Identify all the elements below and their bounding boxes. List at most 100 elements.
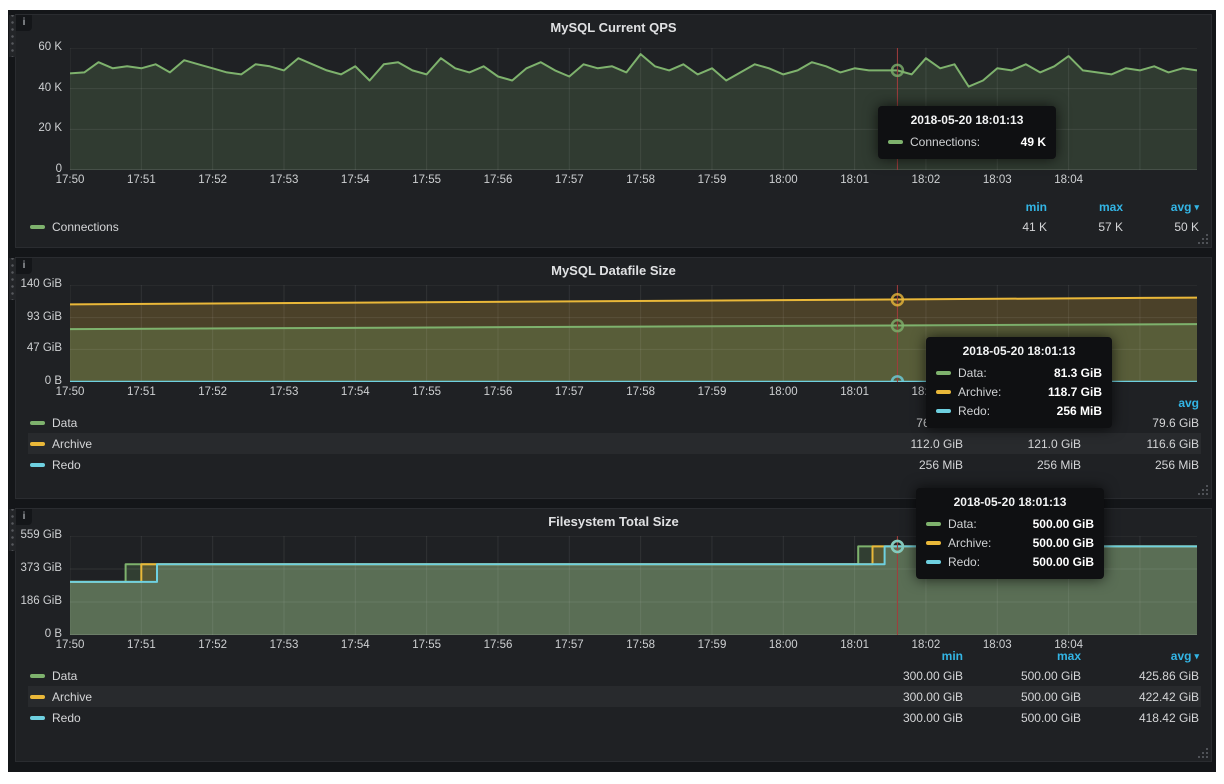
tooltip-timestamp: 2018-05-20 18:01:13 [962,344,1076,358]
legend-row: Archive 112.0 GiB 121.0 GiB 116.6 GiB [28,433,1201,454]
tooltip-series-label: Data: [948,516,977,531]
row-drag-handle[interactable] [9,509,16,551]
legend-filesystem-total-size: min max avg ▾ Data 300.00 GiB 500.00 GiB 425.86… [28,646,1201,728]
x-axis-label: 17:51 [126,174,156,186]
y-axis-label: 373 GiB [20,561,62,574]
x-axis-label: 17:51 [126,639,156,651]
row-drag-handle[interactable] [9,15,16,57]
panel-resize-handle[interactable] [1197,233,1209,245]
tooltip-series-value: 118.7 GiB [1047,384,1102,399]
legend-row: Redo 256 MiB 256 MiB 256 MiB [28,454,1201,475]
sort-caret-icon: ▾ [1194,201,1199,212]
y-axis-label: 140 GiB [20,278,62,290]
legend-series-data[interactable]: Data [30,416,845,430]
panel-info-icon[interactable]: i [16,258,32,274]
x-axis-label: 17:59 [697,386,727,398]
legend-avg-value: 256 MiB [1154,457,1199,472]
panel-info-icon[interactable]: i [16,15,32,31]
x-axis-label: 17:56 [483,386,513,398]
legend-avg-value: 422.42 GiB [1138,689,1199,704]
tooltip-timestamp: 2018-05-20 18:01:13 [910,113,1024,127]
panel-resize-handle[interactable] [1197,747,1209,759]
legend-min-value: 300.00 GiB [902,689,963,704]
graph-tooltip-filesystem: 2018-05-20 18:01:13 Data: 500.00 GiB Archi… [916,488,1104,579]
legend-avg-value: 79.6 GiB [1152,415,1199,430]
x-axis-label: 17:59 [697,639,727,651]
plot-area-filesystem-total-size[interactable] [70,536,1197,635]
legend-series-redo[interactable]: Redo [30,711,845,725]
legend-swatch-icon [30,420,45,425]
legend-row: Archive 300.00 GiB 500.00 GiB 422.42 GiB [28,686,1201,707]
x-axis-label: 18:01 [840,386,869,398]
plot-area-mysql-datafile-size[interactable] [70,285,1197,382]
chart-filesystem-total-size[interactable]: 17:50 17:51 17:52 17:53 17:54 17:55 17:56 17:57… [20,529,1197,651]
tooltip-series-value: 500.00 GiB [1032,535,1094,550]
tooltip-series-label: Redo: [948,554,981,569]
legend-series-redo[interactable]: Redo [30,458,845,472]
legend-swatch-icon [30,441,45,446]
tooltip-swatch-icon [936,370,951,375]
legend-min-value: 256 MiB [918,457,963,472]
tooltip-series-value: 500.00 GiB [1032,516,1094,531]
y-axis-label: 20 K [38,122,62,135]
x-axis-label: 18:00 [768,386,798,398]
x-axis-label: 18:00 [768,639,798,651]
x-axis-label: 17:58 [626,174,656,186]
tooltip-swatch-icon [936,408,951,413]
tooltip-series-value: 81.3 GiB [1053,365,1102,380]
legend-max-value: 256 MiB [1036,457,1081,472]
panel-title[interactable]: Filesystem Total Size [548,514,679,529]
tooltip-series-row: Archive: 118.7 GiB [936,382,1102,401]
x-axis-label: 18:04 [1054,639,1083,651]
legend-series-data[interactable]: Data [30,669,845,683]
legend-sort-max[interactable]: max [1098,199,1123,214]
x-axis-label: 17:54 [340,386,370,398]
graph-tooltip-datafile: 2018-05-20 18:01:13 Data: 81.3 GiB Archive… [926,337,1112,428]
legend-avg-value: 418.42 GiB [1138,710,1199,725]
legend-min-value: 300.00 GiB [902,710,963,725]
x-axis-label: 17:50 [55,174,85,186]
sort-caret-icon: ▾ [1194,650,1199,661]
panel-resize-handle[interactable] [1197,484,1209,496]
x-axis-label: 17:52 [198,386,228,398]
legend-series-archive[interactable]: Archive [30,690,845,704]
legend-sort-avg[interactable]: avg [1178,395,1199,410]
legend-sort-max[interactable]: max [1056,648,1081,663]
x-axis-label: 17:58 [626,386,656,398]
legend-mysql-datafile-size: minmaxavgData76.3 GiB82.9 GiB79.6 GiBArc… [28,393,1201,475]
x-axis-label: 17:57 [554,174,584,186]
legend-max-value: 121.0 GiB [1027,436,1081,451]
legend-avg-value: 425.86 GiB [1138,668,1199,683]
x-axis-label: 17:56 [483,174,513,186]
panel-title[interactable]: MySQL Current QPS [550,20,677,35]
legend-swatch-icon [30,462,45,467]
legend-sort-avg[interactable]: avg ▾ [1170,199,1199,214]
x-axis-label: 17:53 [269,174,299,186]
panel-info-icon[interactable]: i [16,509,32,525]
tooltip-series-label: Archive: [958,384,1002,399]
panel-title[interactable]: MySQL Datafile Size [551,263,676,278]
legend-series-connections[interactable]: Connections [30,220,971,234]
legend-sort-min[interactable]: min [1025,199,1047,214]
row-drag-handle[interactable] [9,258,16,300]
legend-series-archive[interactable]: Archive [30,437,845,451]
x-axis-label: 17:54 [340,639,370,651]
x-axis-label: 18:02 [911,639,941,651]
y-axis-label: 93 GiB [26,310,62,323]
x-axis-label: 17:53 [269,386,299,398]
legend-avg-value: 50 K [1174,219,1199,234]
tooltip-series-label: Data: [958,365,987,380]
legend-max-value: 57 K [1098,219,1123,234]
legend-mysql-current-qps: min max avg ▾ Connections 41 K 57 K 50 K [28,197,1201,237]
x-axis-label: 17:53 [269,639,299,651]
legend-swatch-icon [30,715,45,720]
x-axis-label: 18:01 [840,639,869,651]
tooltip-series-value: 49 K [1020,134,1046,149]
legend-sort-min[interactable]: min [941,648,963,663]
legend-max-value: 500.00 GiB [1020,689,1081,704]
x-axis-label: 18:04 [1054,174,1083,186]
panel-filesystem-total-size: i Filesystem Total Size 17:50 17:51 17:52 1… [9,508,1212,762]
tooltip-timestamp: 2018-05-20 18:01:13 [953,495,1067,509]
legend-sort-avg[interactable]: avg ▾ [1170,648,1199,663]
chart-mysql-datafile-size[interactable]: 17:50 17:51 17:52 17:53 17:54 17:55 17:56 17:57… [20,278,1197,398]
